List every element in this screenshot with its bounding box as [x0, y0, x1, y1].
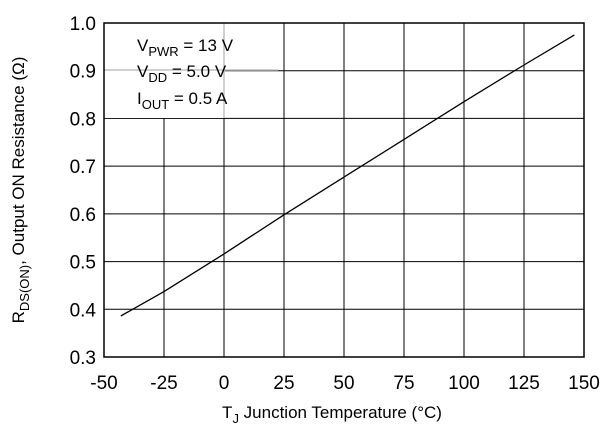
x-tick-label: -25 [150, 373, 177, 394]
x-tick-label: 50 [333, 373, 354, 394]
annotation-vpwr: VPWR = 13 V [137, 36, 234, 59]
x-tick-labels: -50 -25 0 25 50 75 100 125 150 [90, 373, 600, 394]
y-tick-label: 0.3 [70, 348, 96, 369]
y-axis-title: RDS(ON), Output ON Resistance (Ω) [9, 57, 32, 324]
x-axis-title: TJ Junction Temperature (°C) [222, 403, 442, 425]
x-tick-label: 0 [219, 373, 230, 394]
plot-frame [103, 22, 585, 358]
y-tick-labels: 0.3 0.4 0.5 0.6 0.7 0.8 0.9 1.0 [70, 14, 97, 369]
grid-lines [104, 23, 584, 357]
annotation-iout: IOUT = 0.5 A [137, 89, 228, 112]
annotation-box [104, 23, 278, 118]
x-tick-label: 100 [448, 373, 480, 394]
x-tick-label: 75 [393, 373, 414, 394]
x-tick-label: 25 [273, 373, 294, 394]
y-tick-label: 0.8 [70, 109, 96, 130]
series-line [120, 34, 575, 317]
x-tick-label: -50 [90, 373, 117, 394]
y-tick-label: 1.0 [70, 14, 96, 35]
x-tick-label: 125 [508, 373, 540, 394]
y-tick-label: 0.5 [70, 253, 96, 274]
y-tick-label: 0.6 [70, 205, 96, 226]
annotation-vdd: VDD = 5.0 V [137, 62, 227, 85]
annotations: VPWR = 13 V VDD = 5.0 V IOUT = 0.5 A [137, 36, 234, 112]
y-tick-label: 0.4 [70, 300, 97, 321]
y-tick-label: 0.9 [70, 62, 96, 83]
series-layer [120, 34, 575, 317]
y-tick-label: 0.7 [70, 157, 96, 178]
x-tick-label: 150 [568, 373, 600, 394]
